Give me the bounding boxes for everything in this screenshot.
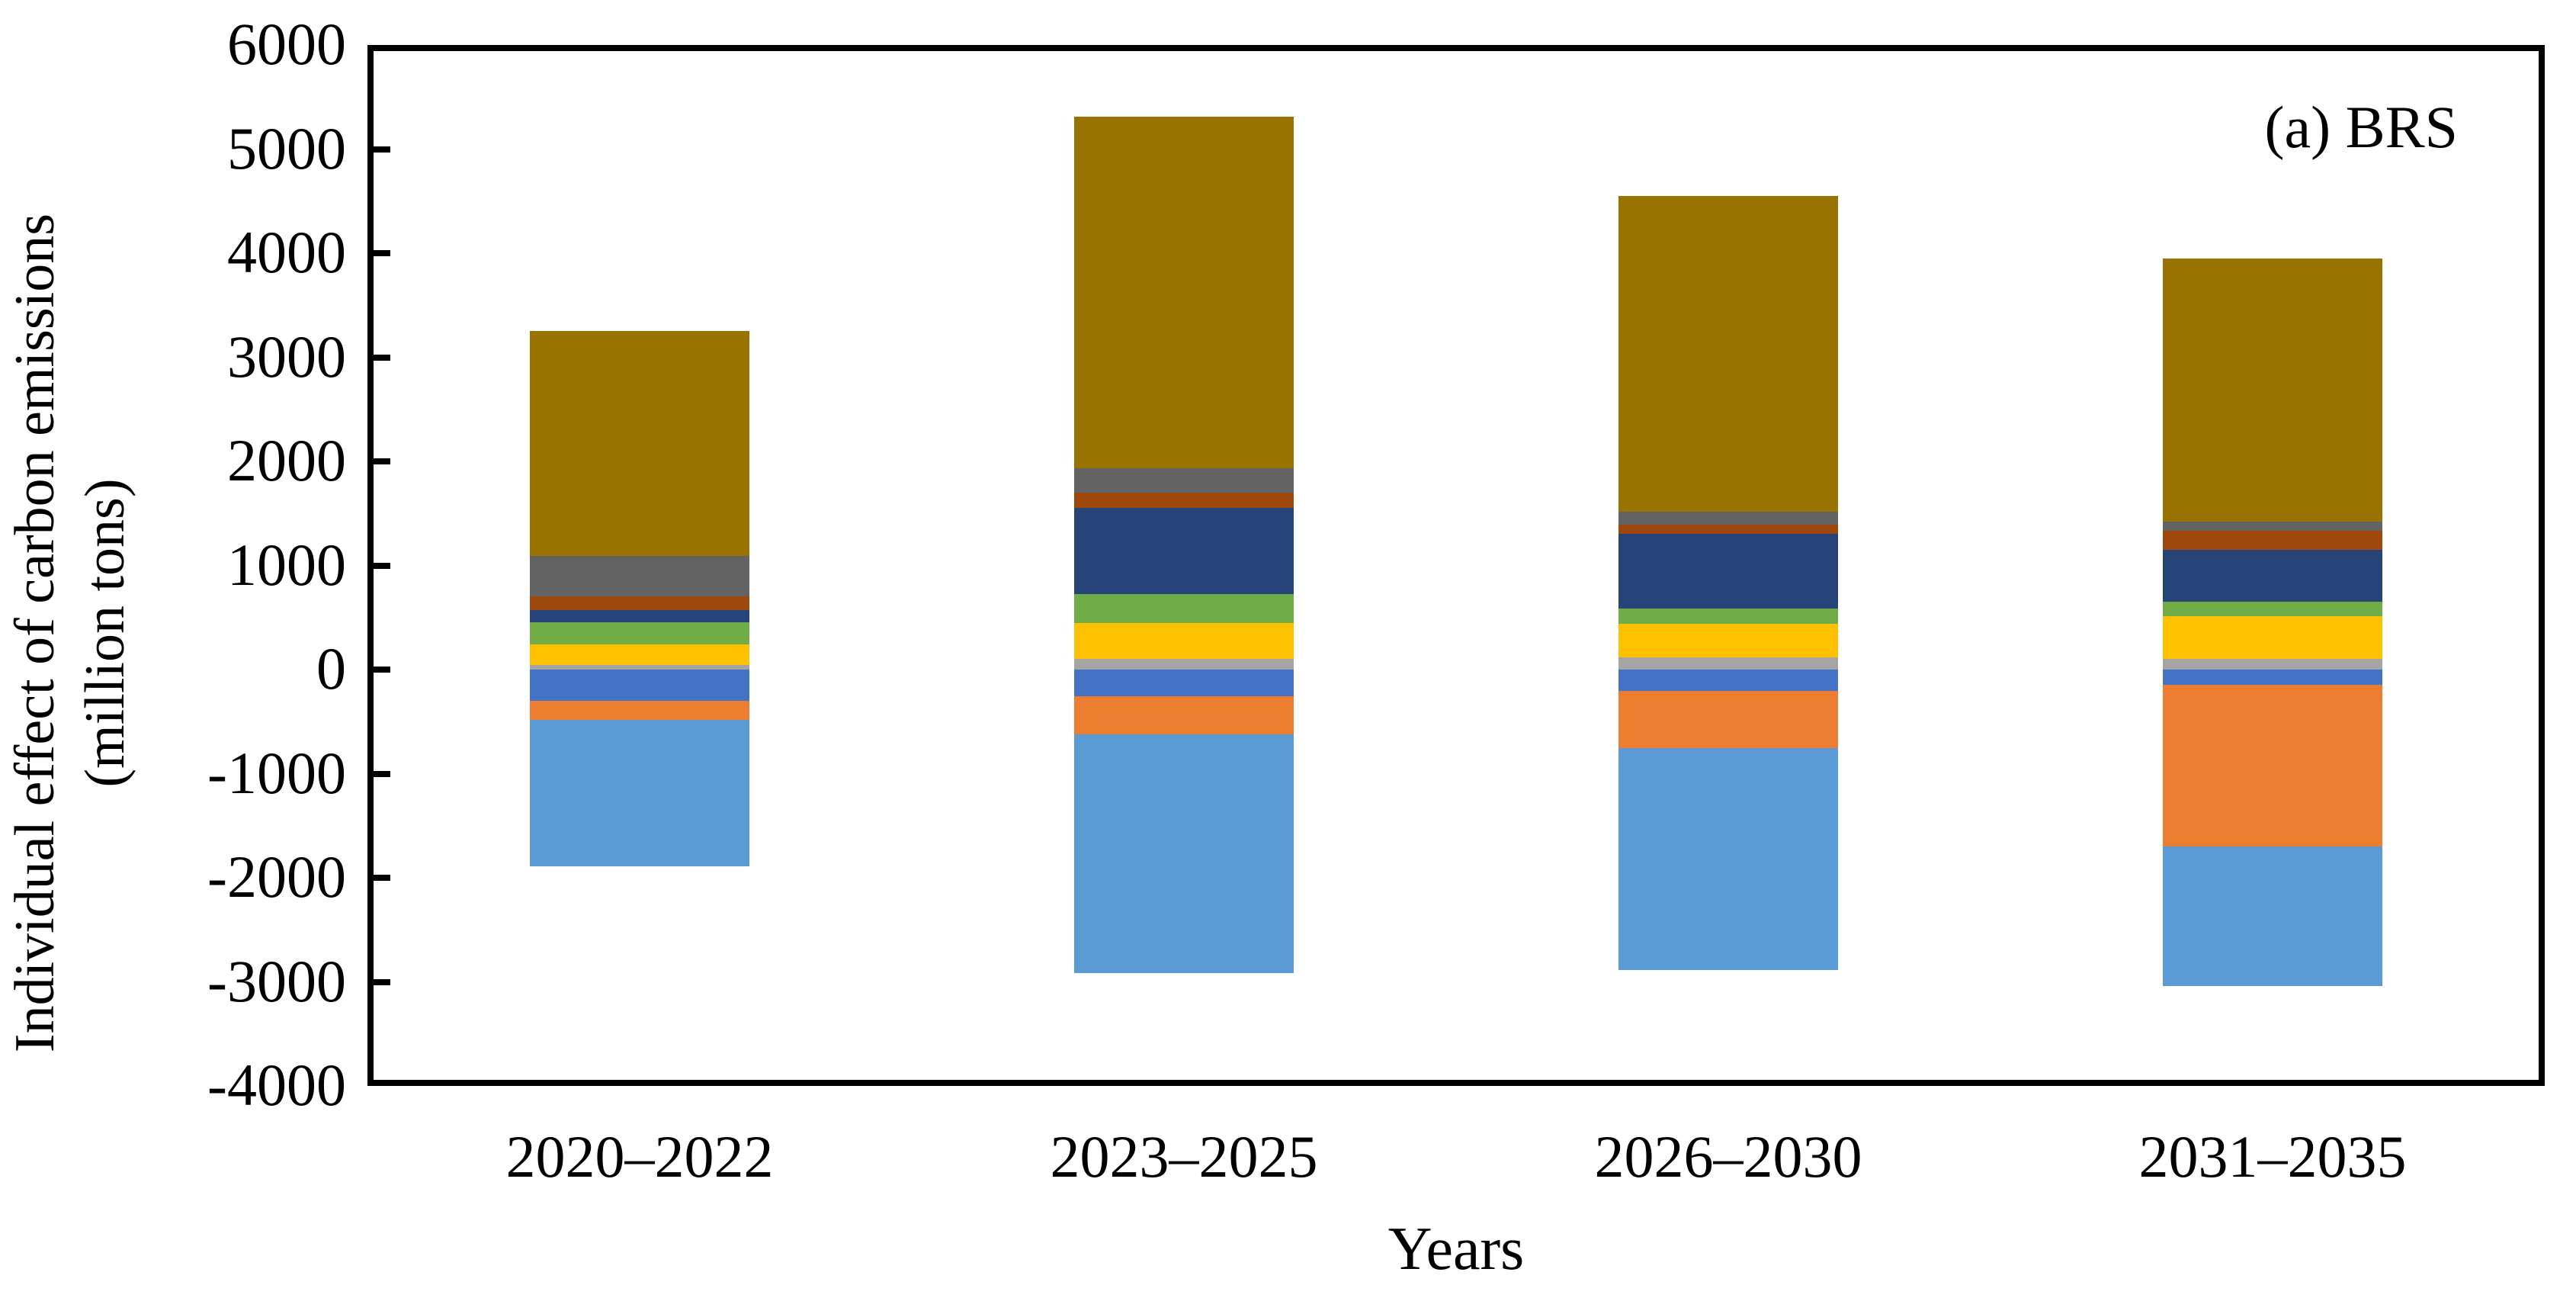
bar-segment-light-blue (530, 719, 749, 866)
x-category-label: 2020–2022 (505, 1123, 774, 1190)
bar-segment-green (530, 622, 749, 645)
bar-segment-gold (2163, 615, 2382, 659)
bar-segment-orange (1074, 695, 1294, 735)
bar-segment-green (2163, 602, 2382, 616)
bar-segment-dark-blue (1618, 533, 1838, 609)
bar-segment-dark-gray (1074, 467, 1294, 493)
y-axis-tick (367, 875, 390, 881)
y-tick-label: -1000 (207, 739, 346, 806)
bar-segment-blue (1618, 670, 1838, 691)
y-tick-label: 3000 (227, 323, 346, 390)
y-tick-label: 1000 (227, 531, 346, 598)
bar-segment-dark-gray (530, 556, 749, 596)
bar-segment-dark-orange (530, 596, 749, 610)
bar-segment-dark-gold (1618, 195, 1838, 512)
bar-segment-dark-orange (2163, 531, 2382, 551)
y-tick-label: -2000 (207, 843, 346, 910)
y-axis-tick (367, 770, 390, 777)
y-tick-label: 4000 (227, 219, 346, 285)
bar-segment-gold (530, 644, 749, 665)
bar-segment-light-blue (1618, 748, 1838, 971)
bar-segment-gray (1618, 657, 1838, 670)
bar-segment-gold (1618, 623, 1838, 658)
bar-segment-dark-gold (530, 331, 749, 557)
bar-segment-blue (1074, 670, 1294, 696)
bar-segment-orange (2163, 685, 2382, 847)
y-tick-label: -4000 (207, 1052, 346, 1118)
y-axis-tick (367, 562, 390, 569)
y-tick-label: 2000 (227, 427, 346, 493)
x-category-label: 2031–2035 (2138, 1123, 2407, 1190)
bar-segment-gray (530, 664, 749, 670)
bar-segment-dark-gold (2163, 258, 2382, 522)
bar-segment-gold (1074, 622, 1294, 659)
bar-segment-dark-blue (530, 609, 749, 622)
bar-segment-green (1074, 594, 1294, 623)
y-tick-label: -3000 (207, 947, 346, 1014)
bar-segment-light-blue (2163, 846, 2382, 986)
x-category-label: 2026–2030 (1594, 1123, 1862, 1190)
plot-area (367, 45, 2545, 1086)
x-category-label: 2023–2025 (1050, 1123, 1318, 1190)
bar-segment-gray (2163, 658, 2382, 670)
y-axis-tick (367, 667, 390, 673)
y-tick-label: 6000 (227, 11, 346, 77)
bar-segment-dark-orange (1618, 525, 1838, 534)
bar-segment-orange (1618, 690, 1838, 749)
bar-segment-dark-blue (1074, 507, 1294, 595)
x-axis-title: Years (1387, 1216, 1525, 1283)
bar-segment-dark-orange (1074, 492, 1294, 508)
y-axis-tick (367, 458, 390, 464)
bar-segment-blue (2163, 670, 2382, 686)
bar-segment-dark-blue (2163, 550, 2382, 602)
y-axis-tick (367, 978, 390, 985)
bar-segment-light-blue (1074, 734, 1294, 973)
y-axis-title-line2: (million tons) (74, 478, 136, 788)
y-axis-tick (367, 146, 390, 153)
bar-segment-dark-gold (1074, 116, 1294, 468)
bar-segment-gray (1074, 658, 1294, 670)
bar-segment-blue (530, 670, 749, 701)
bar-segment-green (1618, 609, 1838, 624)
y-axis-tick (367, 250, 390, 256)
y-tick-label: 0 (316, 635, 346, 702)
y-tick-label: 5000 (227, 114, 346, 181)
bar-segment-orange (530, 700, 749, 720)
y-axis-tick (367, 354, 390, 361)
bar-segment-dark-gray (1618, 511, 1838, 525)
panel-annotation: (a) BRS (2264, 94, 2459, 160)
bar-segment-dark-gray (2163, 522, 2382, 532)
